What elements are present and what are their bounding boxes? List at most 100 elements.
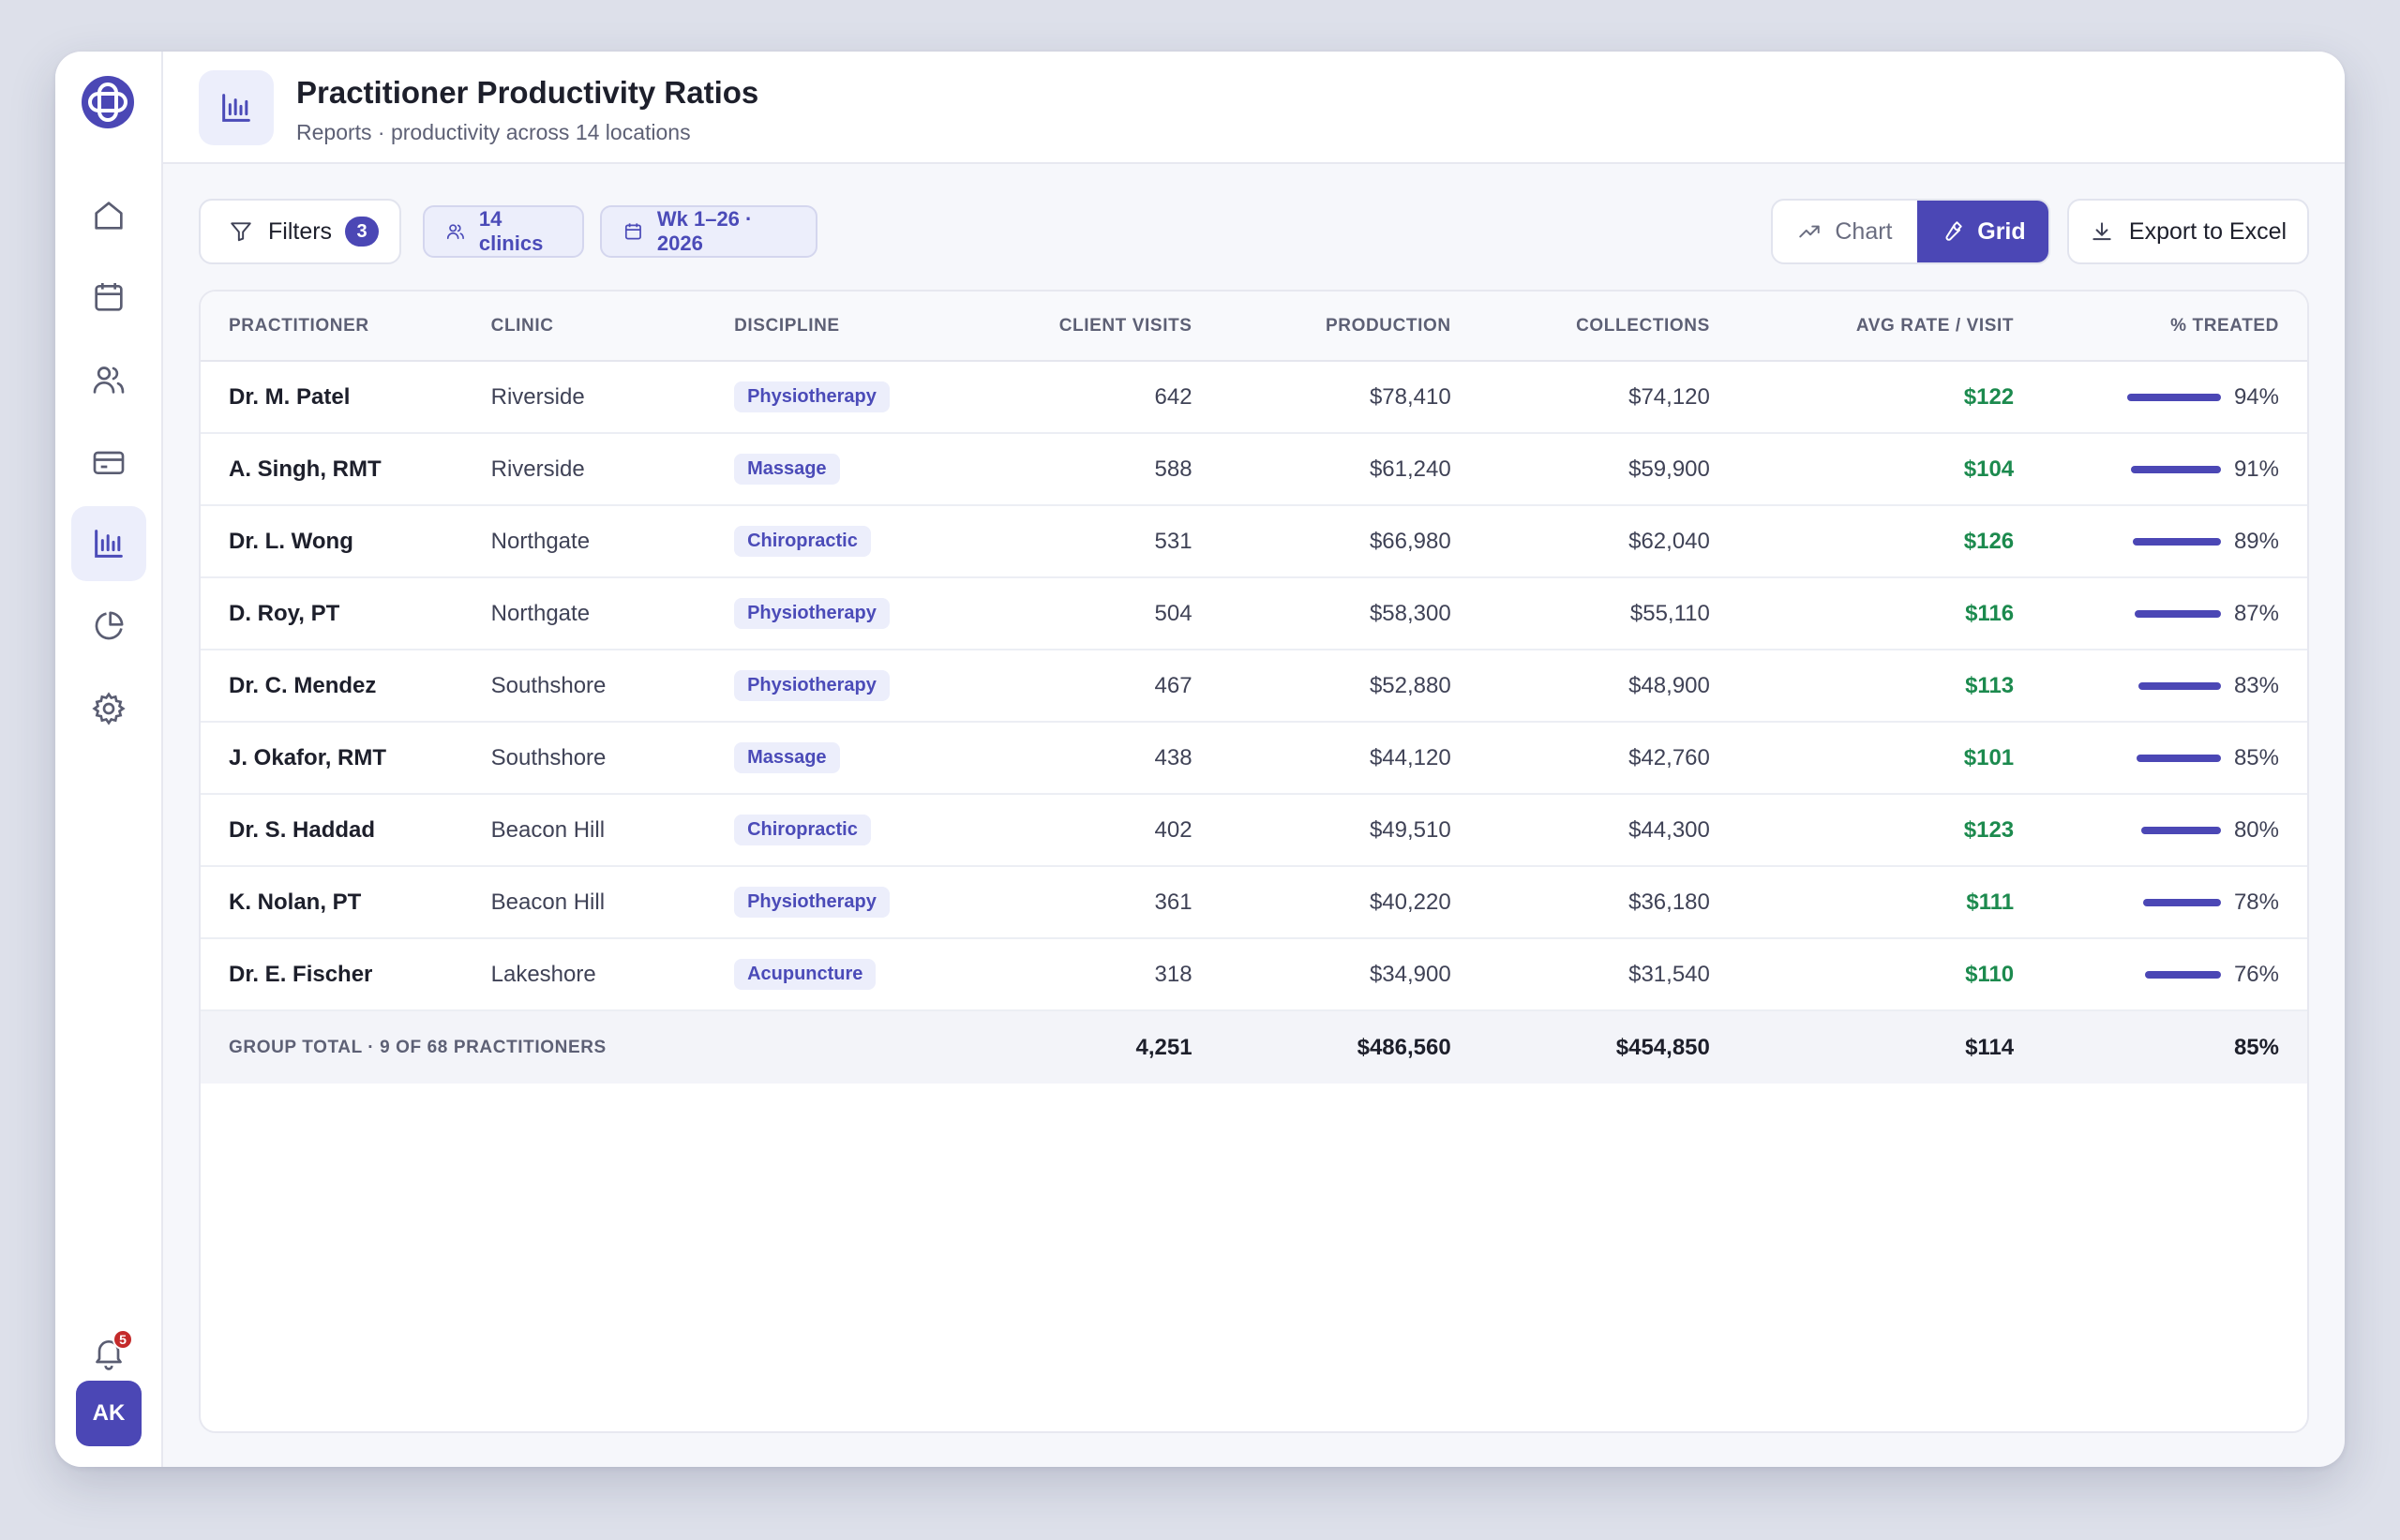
nav-patients[interactable] <box>71 342 146 417</box>
discipline-badge: Physiotherapy <box>734 598 890 629</box>
avg-rate-per-visit: $113 <box>1709 650 2015 723</box>
clinics-filter-chip[interactable]: 14 clinics <box>423 205 584 258</box>
practitioner-name: Dr. E. Fischer <box>201 938 491 1011</box>
col-header-production[interactable]: Production <box>1192 292 1451 362</box>
filters-button[interactable]: Filters 3 <box>199 199 401 264</box>
treated-percent: 85% <box>2233 744 2279 770</box>
treated-percent: 94% <box>2233 383 2279 410</box>
date-range-label: Wk 1–26 · 2026 <box>656 207 753 255</box>
view-toggle: Chart Grid <box>1771 199 2050 264</box>
group-total-row: Group total · 9 of 68 practitioners 4,25… <box>201 1010 2307 1084</box>
client-visits: 467 <box>953 650 1192 723</box>
treated-percent: 87% <box>2233 600 2279 626</box>
table-row[interactable]: Dr. M. Patel Riverside Physiotherapy 642 $78… <box>201 361 2307 434</box>
discipline-cell: Physiotherapy <box>734 866 954 939</box>
productivity-table-card: Practitioner Clinic Discipline Client Vi… <box>199 290 2309 1433</box>
practitioner-name: K. Nolan, PT <box>201 866 491 939</box>
clinic-name: Lakeshore <box>490 938 735 1011</box>
discipline-badge: Chiropractic <box>734 526 871 557</box>
filters-count-badge: 3 <box>345 217 380 247</box>
treated-cell: 78% <box>2014 866 2307 939</box>
wrench-icon <box>1945 221 1962 241</box>
collections: $48,900 <box>1450 650 1710 723</box>
gear-icon <box>92 692 126 725</box>
nav-billing[interactable] <box>71 425 146 500</box>
report-icon-tile <box>199 70 274 145</box>
treated-cell: 83% <box>2014 650 2307 723</box>
avg-rate-per-visit: $104 <box>1709 433 2015 506</box>
user-avatar[interactable]: AK <box>76 1381 142 1446</box>
table-row[interactable]: A. Singh, RMT Riverside Massage 588 $61,240 $… <box>201 433 2307 506</box>
sidebar: 5 AK <box>55 52 163 1467</box>
filters-label: Filters <box>268 217 333 245</box>
toolbar: Filters 3 14 clinics Wk 1–26 · 2026 Char… <box>199 199 2309 264</box>
nav-calendar[interactable] <box>71 260 146 335</box>
production: $40,220 <box>1192 866 1451 939</box>
productivity-table: Practitioner Clinic Discipline Client Vi… <box>201 292 2307 1084</box>
col-header-treated[interactable]: % Treated <box>2014 292 2307 362</box>
avg-rate-per-visit: $111 <box>1709 866 2015 939</box>
users-icon <box>93 366 125 394</box>
collections: $44,300 <box>1450 794 1710 867</box>
grid-view-button[interactable]: Grid <box>1916 201 2048 262</box>
collections: $62,040 <box>1450 505 1710 578</box>
total-production: $486,560 <box>1192 1010 1451 1084</box>
treated-cell: 89% <box>2014 505 2307 578</box>
col-header-collections[interactable]: Collections <box>1450 292 1710 362</box>
clinic-name: Riverside <box>490 361 735 434</box>
clinic-name: Northgate <box>490 505 735 578</box>
date-range-chip[interactable]: Wk 1–26 · 2026 <box>600 205 818 258</box>
col-header-client-visits[interactable]: Client Visits <box>953 292 1192 362</box>
pie-chart-icon <box>95 611 124 640</box>
users-icon <box>446 224 464 240</box>
col-header-practitioner[interactable]: Practitioner <box>201 292 491 362</box>
export-excel-button[interactable]: Export to Excel <box>2067 199 2309 264</box>
col-header-clinic[interactable]: Clinic <box>490 292 735 362</box>
grid-view-label: Grid <box>1977 217 2026 245</box>
discipline-cell: Acupuncture <box>734 938 954 1011</box>
treated-cell: 87% <box>2014 577 2307 650</box>
avg-rate-per-visit: $123 <box>1709 794 2015 867</box>
notification-count-badge: 5 <box>112 1329 133 1350</box>
chart-view-button[interactable]: Chart <box>1773 201 1917 262</box>
table-row[interactable]: K. Nolan, PT Beacon Hill Physiotherapy 361 $… <box>201 866 2307 939</box>
treated-progress-bar <box>2144 970 2221 979</box>
treated-cell: 91% <box>2014 433 2307 506</box>
treated-progress-bar <box>2126 393 2221 401</box>
practitioner-name: Dr. C. Mendez <box>201 650 491 723</box>
discipline-badge: Physiotherapy <box>734 381 890 412</box>
treated-percent: 89% <box>2233 528 2279 554</box>
table-row[interactable]: Dr. S. Haddad Beacon Hill Chiropractic 402 $… <box>201 794 2307 867</box>
production: $78,410 <box>1192 361 1451 434</box>
clinic-name: Northgate <box>490 577 735 650</box>
col-header-discipline[interactable]: Discipline <box>734 292 954 362</box>
practitioner-name: Dr. M. Patel <box>201 361 491 434</box>
app-logo[interactable] <box>79 73 137 131</box>
table-row[interactable]: Dr. E. Fischer Lakeshore Acupuncture 318 $34… <box>201 938 2307 1011</box>
bell-icon <box>96 1340 122 1370</box>
nav-home[interactable] <box>71 178 146 253</box>
chart-view-label: Chart <box>1835 217 1893 245</box>
nav-settings[interactable] <box>71 671 146 746</box>
table-row[interactable]: J. Okafor, RMT Southshore Massage 438 $44,12… <box>201 722 2307 795</box>
table-row[interactable]: Dr. C. Mendez Southshore Physiotherapy 467 $… <box>201 650 2307 723</box>
production: $66,980 <box>1192 505 1451 578</box>
avg-rate-per-visit: $122 <box>1709 361 2015 434</box>
nav-reports[interactable] <box>71 506 146 581</box>
notifications-button[interactable]: 5 <box>71 1315 146 1390</box>
calendar-icon <box>95 283 123 311</box>
production: $58,300 <box>1192 577 1451 650</box>
table-row[interactable]: Dr. L. Wong Northgate Chiropractic 531 $66,9… <box>201 505 2307 578</box>
trend-line-icon <box>1799 225 1821 238</box>
page-title: Practitioner Productivity Ratios <box>296 75 759 110</box>
client-visits: 531 <box>953 505 1192 578</box>
calendar-icon <box>624 223 641 240</box>
col-header-avg-rate[interactable]: Avg Rate / Visit <box>1709 292 2015 362</box>
clinic-name: Beacon Hill <box>490 866 735 939</box>
treated-cell: 80% <box>2014 794 2307 867</box>
discipline-badge: Chiropractic <box>734 815 871 845</box>
collections: $42,760 <box>1450 722 1710 795</box>
table-row[interactable]: D. Roy, PT Northgate Physiotherapy 504 $58,3… <box>201 577 2307 650</box>
nav-analytics[interactable] <box>71 589 146 664</box>
collections: $31,540 <box>1450 938 1710 1011</box>
